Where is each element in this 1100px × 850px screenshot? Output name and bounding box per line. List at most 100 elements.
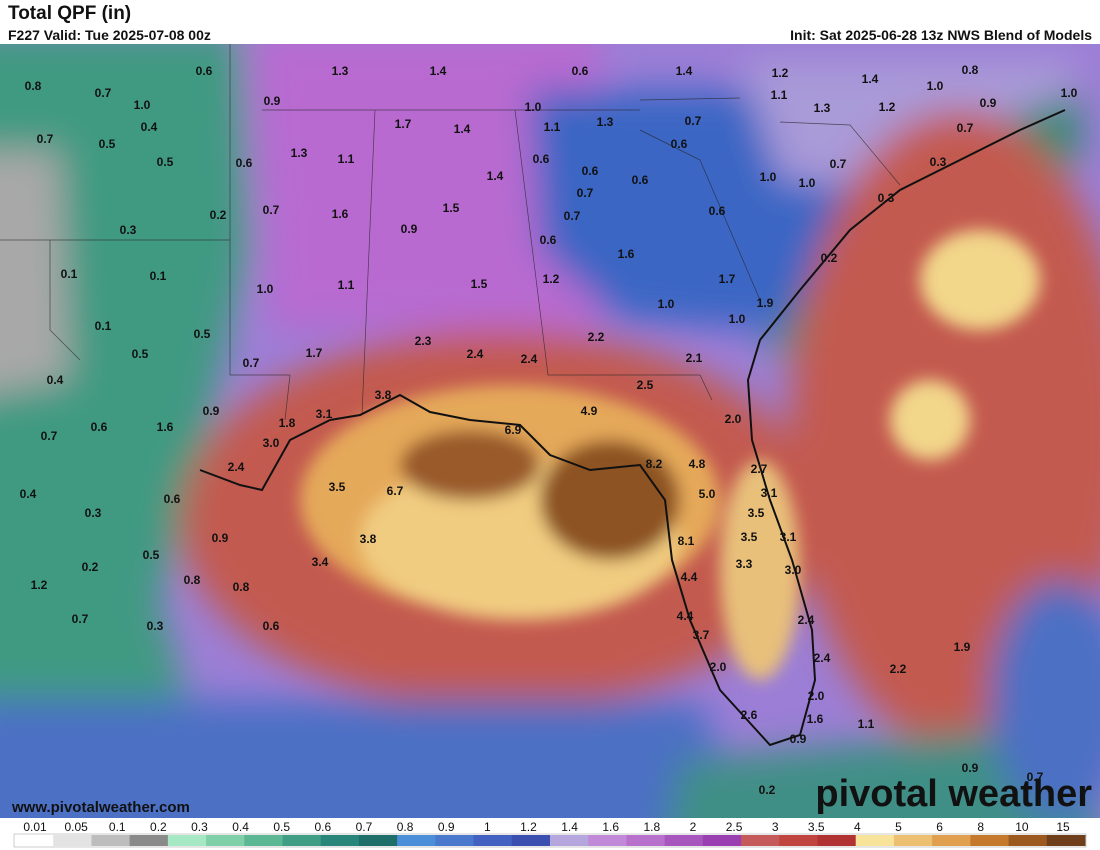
value-label: 2.4 [521, 352, 538, 366]
colorbar-label: 0.3 [191, 820, 208, 834]
value-label: 8.2 [646, 457, 663, 471]
value-label: 0.2 [759, 783, 776, 797]
value-label: 0.6 [236, 156, 253, 170]
value-label: 0.7 [243, 356, 260, 370]
colorbar-label: 0.8 [397, 820, 414, 834]
value-label: 1.0 [525, 100, 542, 114]
value-label: 0.5 [157, 155, 174, 169]
value-label: 0.3 [120, 223, 137, 237]
colorbar-swatch [206, 835, 245, 846]
colorbar-swatch [817, 835, 857, 846]
value-label: 1.7 [719, 272, 736, 286]
value-label: 0.4 [47, 373, 64, 387]
value-label: 3.8 [360, 532, 377, 546]
value-label: 4.8 [689, 457, 706, 471]
colorbar-label: 1.8 [643, 820, 660, 834]
colorbar-swatch [511, 835, 551, 846]
colorbar-label: 0.7 [356, 820, 373, 834]
value-label: 0.3 [878, 191, 895, 205]
colorbar-label: 6 [936, 820, 943, 834]
colorbar-swatch [91, 835, 131, 846]
value-label: 4.4 [681, 570, 698, 584]
colorbar-swatch [664, 835, 704, 846]
colorbar-label: 0.01 [23, 820, 47, 834]
value-label: 2.4 [814, 651, 831, 665]
value-label: 0.6 [632, 173, 649, 187]
value-label: 0.6 [91, 420, 108, 434]
value-label: 6.7 [387, 484, 404, 498]
value-label: 0.6 [540, 233, 557, 247]
colorbar-swatch [1008, 835, 1048, 846]
precip-field [0, 44, 1100, 818]
colorbar-swatch [779, 835, 818, 846]
value-label: 0.4 [20, 487, 37, 501]
value-label: 1.0 [799, 176, 816, 190]
colorbar-swatch [473, 835, 513, 846]
value-label: 1.0 [257, 282, 274, 296]
value-label: 1.0 [927, 79, 944, 93]
value-label: 0.6 [196, 64, 213, 78]
value-label: 3.0 [263, 436, 280, 450]
value-label: 3.0 [785, 563, 802, 577]
colorbar-swatch [53, 835, 92, 846]
value-label: 3.1 [761, 486, 778, 500]
value-label: 0.6 [709, 204, 726, 218]
colorbar-label: 0.4 [232, 820, 249, 834]
colorbar-label: 1.6 [602, 820, 619, 834]
valid-time: F227 Valid: Tue 2025-07-08 00z [8, 27, 211, 43]
colorbar-swatch [282, 835, 322, 846]
value-label: 1.0 [1061, 86, 1078, 100]
value-label: 0.9 [790, 732, 807, 746]
value-label: 1.6 [157, 420, 174, 434]
colorbar: 0.01 0.05 0.1 0.2 0.3 0.4 0.5 0.6 0.7 0.8 0.9 1 1.2 1… [13, 820, 1087, 848]
value-label: 0.6 [671, 137, 688, 151]
value-label: 3.4 [312, 555, 329, 569]
value-label: 0.9 [203, 404, 220, 418]
value-label: 0.5 [194, 327, 211, 341]
value-label: 1.1 [858, 717, 875, 731]
value-label: 0.3 [85, 506, 102, 520]
value-label: 6.9 [505, 423, 522, 437]
colorbar-swatch [893, 835, 933, 846]
colorbar-label: 0.5 [273, 820, 290, 834]
colorbar-swatch [167, 835, 207, 846]
value-label: 1.9 [954, 640, 971, 654]
value-label: 2.0 [710, 660, 727, 674]
colorbar-label: 1.2 [520, 820, 537, 834]
value-label: 4.4 [677, 609, 694, 623]
value-label: 1.4 [487, 169, 504, 183]
value-label: 0.8 [184, 573, 201, 587]
value-label: 1.7 [395, 117, 412, 131]
value-label: 0.6 [263, 619, 280, 633]
value-label: 3.1 [780, 530, 797, 544]
value-label: 0.6 [572, 64, 589, 78]
value-label: 1.3 [814, 101, 831, 115]
colorbar-swatch [702, 835, 742, 846]
value-label: 3.3 [736, 557, 753, 571]
colorbar-label: 3 [772, 820, 779, 834]
value-label: 3.1 [316, 407, 333, 421]
colorbar-label: 15 [1056, 820, 1070, 834]
value-label: 1.3 [597, 115, 614, 129]
colorbar-label: 3.5 [808, 820, 825, 834]
value-label: 2.4 [798, 613, 815, 627]
colorbar-swatch [320, 835, 360, 846]
value-label: 0.7 [72, 612, 89, 626]
colorbar-label: 5 [895, 820, 902, 834]
colorbar-swatch [1046, 835, 1086, 846]
colorbar-label: 10 [1015, 820, 1029, 834]
value-label: 2.3 [415, 334, 432, 348]
value-label: 0.1 [61, 267, 78, 281]
colorbar-swatch [550, 835, 589, 846]
colorbar-swatch [626, 835, 666, 846]
value-label: 2.2 [588, 330, 605, 344]
colorbar-label: 1.4 [561, 820, 578, 834]
value-label: 3.5 [748, 506, 765, 520]
value-label: 1.3 [291, 146, 308, 160]
value-label: 0.7 [577, 186, 594, 200]
value-label: 0.9 [401, 222, 418, 236]
value-label: 0.7 [263, 203, 280, 217]
value-label: 0.1 [150, 269, 167, 283]
